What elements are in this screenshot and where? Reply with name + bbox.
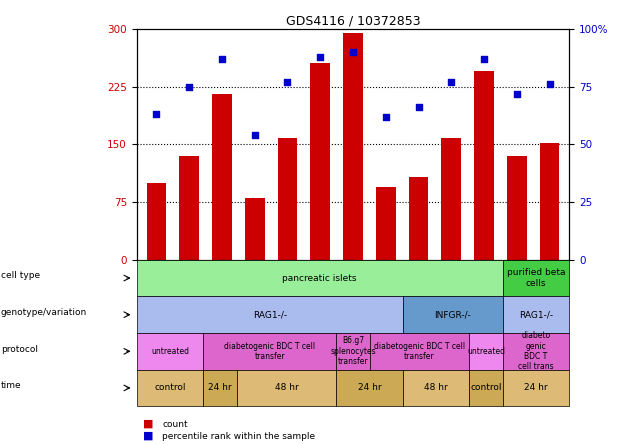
Text: pancreatic islets: pancreatic islets <box>282 274 357 282</box>
Bar <box>245 198 265 260</box>
Point <box>348 48 358 56</box>
Point <box>544 81 555 88</box>
Point <box>249 131 259 139</box>
Point <box>512 90 522 97</box>
Point <box>184 83 194 90</box>
Text: 24 hr: 24 hr <box>208 384 232 392</box>
Text: 24 hr: 24 hr <box>358 384 382 392</box>
Text: RAG1-/-: RAG1-/- <box>519 310 553 319</box>
Text: purified beta
cells: purified beta cells <box>507 268 565 288</box>
Text: cell type: cell type <box>1 271 40 280</box>
Bar <box>376 186 396 260</box>
Bar <box>146 183 166 260</box>
Bar <box>441 138 461 260</box>
Bar <box>310 63 330 260</box>
Text: untreated: untreated <box>467 347 505 356</box>
Text: time: time <box>1 381 21 390</box>
Bar <box>212 94 232 260</box>
Point <box>413 104 424 111</box>
Bar <box>179 156 199 260</box>
Text: untreated: untreated <box>151 347 189 356</box>
Text: genotype/variation: genotype/variation <box>1 308 87 317</box>
Text: B6.g7
splenocytes
transfer: B6.g7 splenocytes transfer <box>330 337 376 366</box>
Bar <box>278 138 297 260</box>
Point <box>315 53 325 60</box>
Point <box>381 113 391 120</box>
Text: ■: ■ <box>143 419 154 429</box>
Bar <box>540 143 560 260</box>
Text: 48 hr: 48 hr <box>275 384 298 392</box>
Bar <box>507 156 527 260</box>
Text: count: count <box>162 420 188 428</box>
Text: INFGR-/-: INFGR-/- <box>434 310 471 319</box>
Text: diabetogenic BDC T cell
transfer: diabetogenic BDC T cell transfer <box>374 341 465 361</box>
Bar <box>343 33 363 260</box>
Point <box>446 79 457 86</box>
Text: RAG1-/-: RAG1-/- <box>252 310 287 319</box>
Text: 48 hr: 48 hr <box>424 384 448 392</box>
Point <box>151 111 162 118</box>
Text: diabetogenic BDC T cell
transfer: diabetogenic BDC T cell transfer <box>225 341 315 361</box>
Text: diabeto
genic
BDC T
cell trans: diabeto genic BDC T cell trans <box>518 331 554 372</box>
Title: GDS4116 / 10372853: GDS4116 / 10372853 <box>286 15 420 28</box>
Text: percentile rank within the sample: percentile rank within the sample <box>162 432 315 440</box>
Text: control: control <box>155 384 186 392</box>
Bar <box>409 177 428 260</box>
Point <box>282 79 293 86</box>
Point <box>217 56 227 63</box>
Point <box>479 56 489 63</box>
Text: control: control <box>470 384 502 392</box>
Text: ■: ■ <box>143 431 154 441</box>
Text: protocol: protocol <box>1 345 38 353</box>
Bar <box>474 71 494 260</box>
Text: 24 hr: 24 hr <box>524 384 548 392</box>
